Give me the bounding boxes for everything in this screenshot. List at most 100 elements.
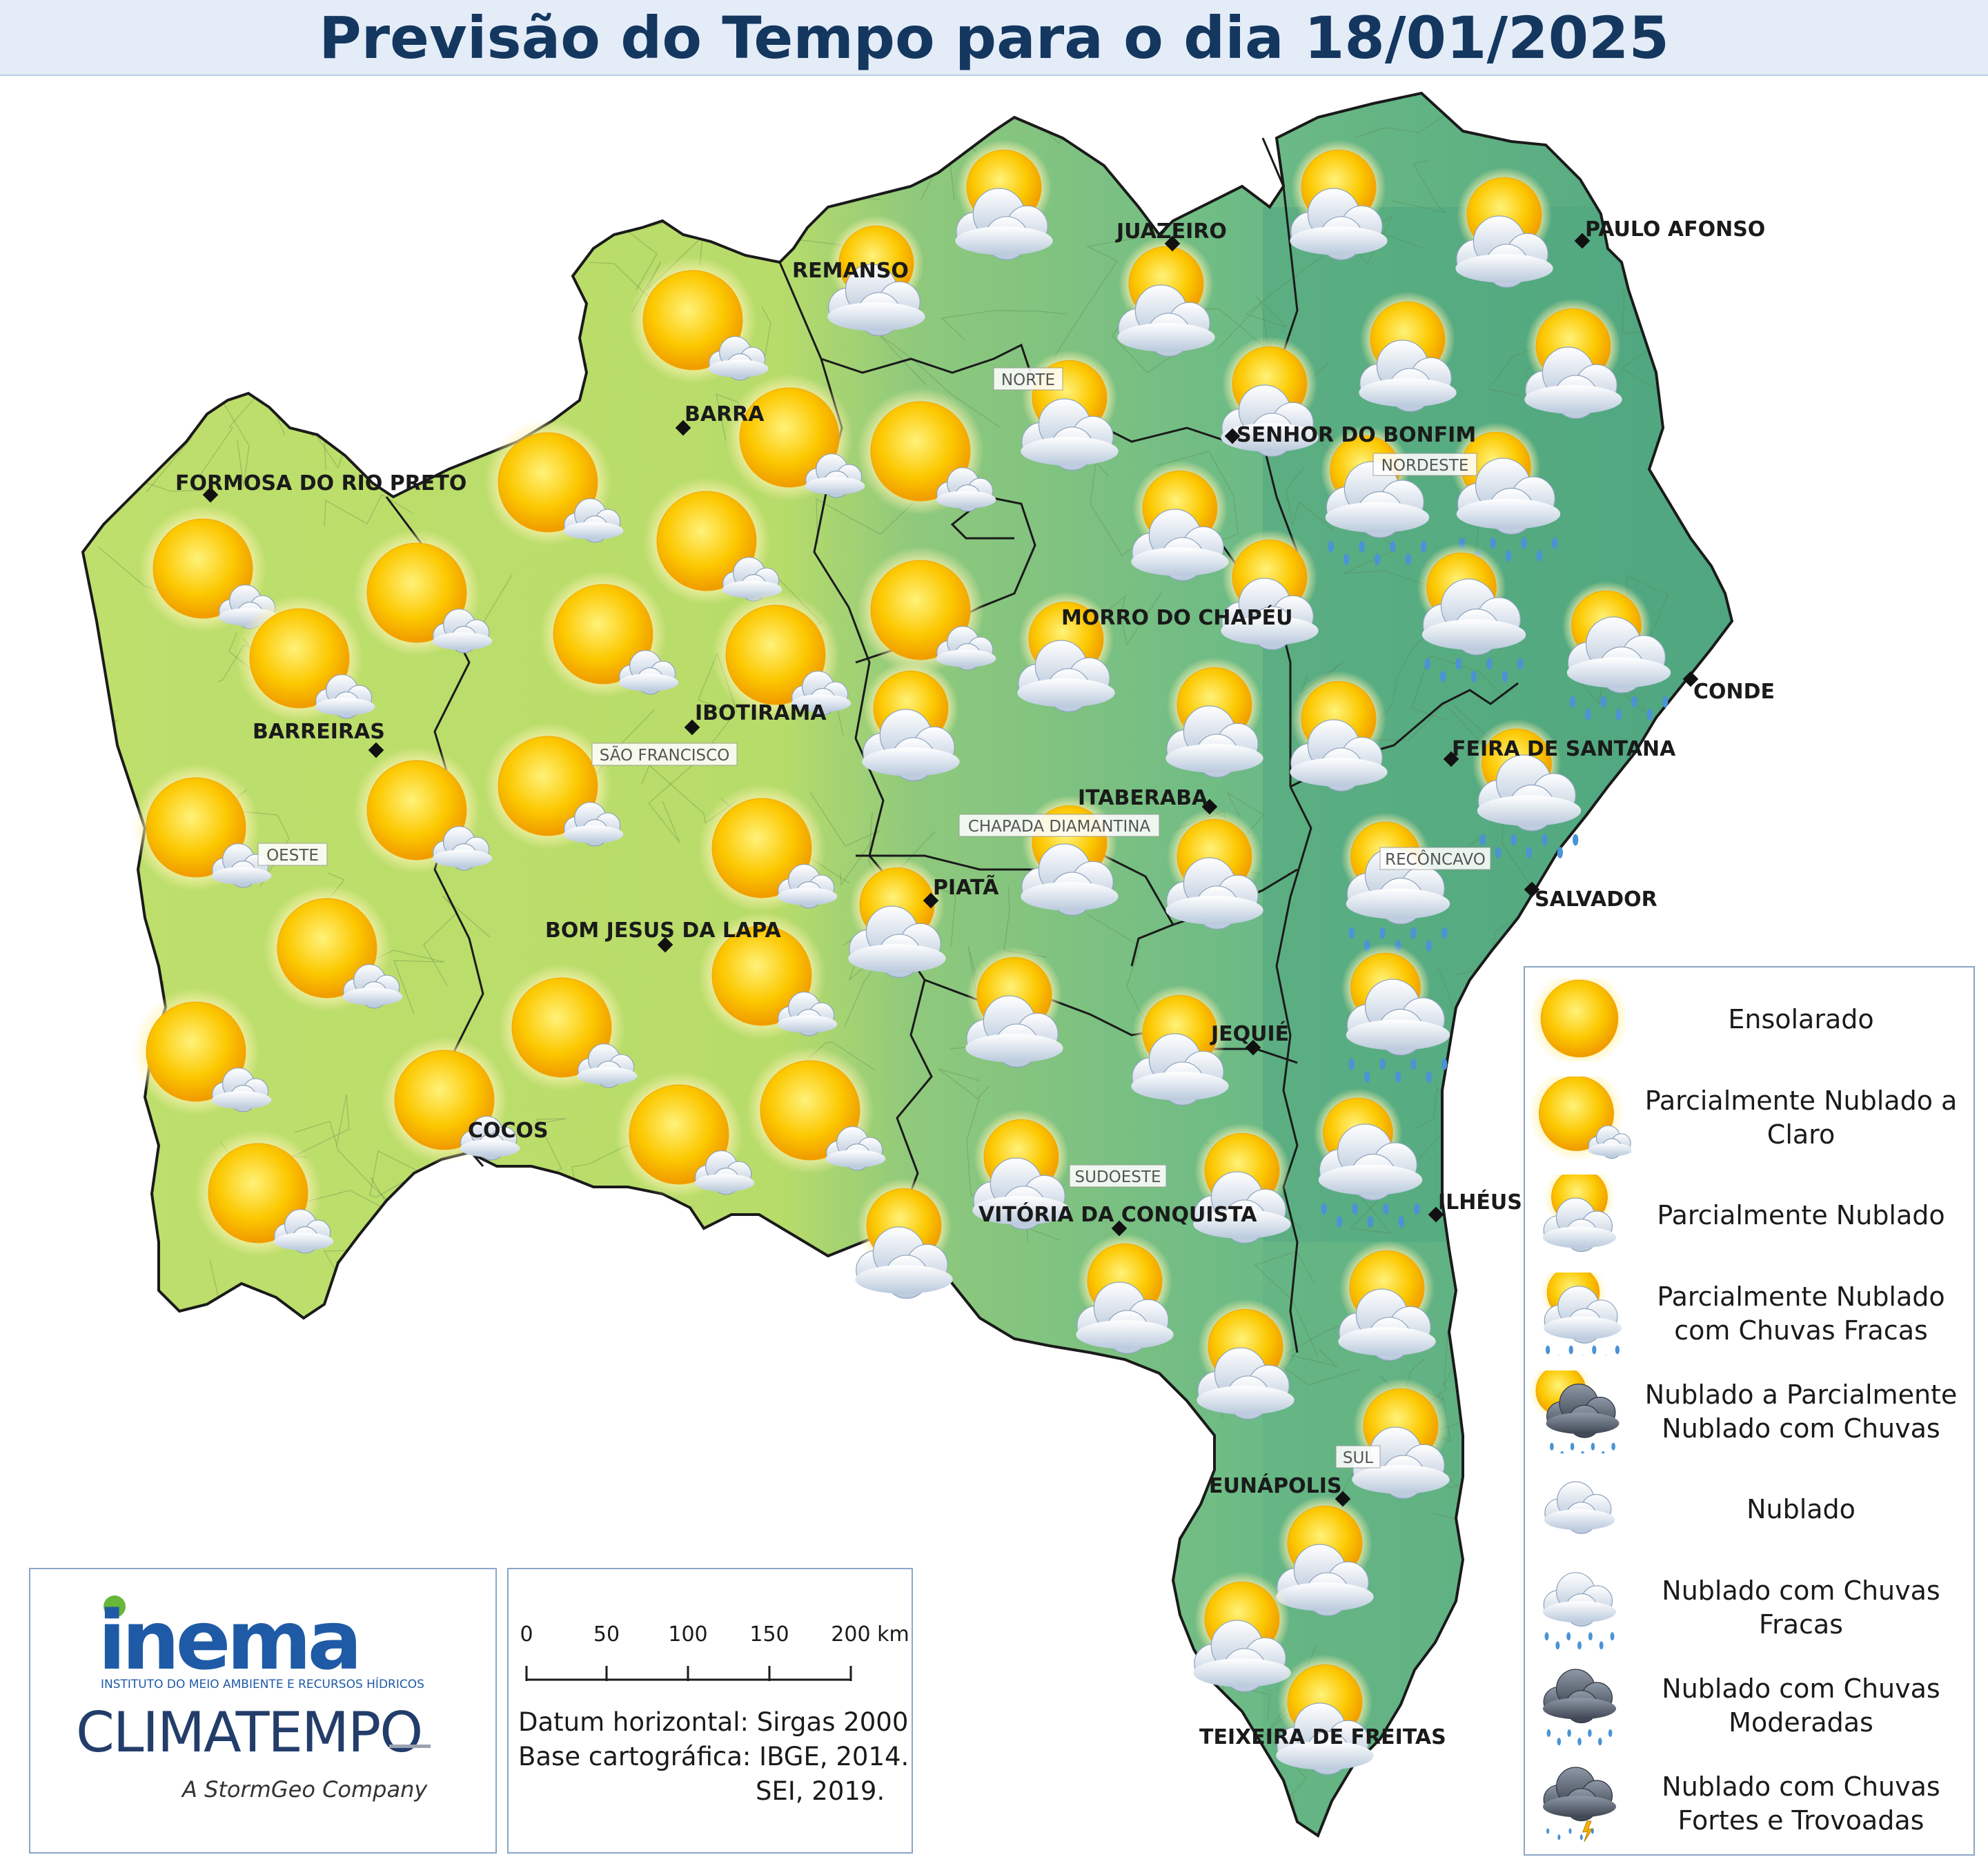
legend-label: Nublado a Parcialmente Nublado com Chuva… — [1644, 1379, 1958, 1444]
region-label-sul: SUL — [1335, 1445, 1381, 1469]
svg-text:COCOS: COCOS — [468, 1119, 549, 1143]
city-piata[interactable]: PIATÃ — [923, 874, 999, 909]
city-ibotirama[interactable]: IBOTIRAMA — [684, 701, 827, 736]
legend-panel: Ensolarado Parcialmente Nublado a Claro … — [1524, 966, 1975, 1856]
diamond-marker-icon — [368, 742, 384, 758]
svg-text:CHAPADA DIAMANTINA: CHAPADA DIAMANTINA — [968, 818, 1151, 836]
legend-item-nublado-a-parcialmente-nublado-chuvas: Nublado a Parcialmente Nublado com Chuva… — [1525, 1364, 1974, 1460]
diamond-marker-icon — [1111, 1220, 1128, 1237]
svg-text:inema: inema — [98, 1593, 358, 1688]
region-label-sao-francisco: SÃO FRANCISCO — [591, 743, 738, 766]
city-barra[interactable]: BARRA — [675, 402, 765, 436]
svg-text:SÃO FRANCISCO: SÃO FRANCISCO — [600, 745, 730, 765]
legend-item-nublado-chuvas-fortes-trovoadas: Nublado com Chuvas Fortes e Trovoadas — [1525, 1756, 1974, 1852]
city-morro-do-chapeu[interactable]: MORRO DO CHAPÉU — [1061, 605, 1293, 630]
map-weather-icon — [132, 763, 272, 892]
svg-text:TEIXEIRA DE FREITAS: TEIXEIRA DE FREITAS — [1199, 1725, 1446, 1749]
legend-item-nublado-chuvas-fracas: Nublado com Chuvas Fracas — [1525, 1560, 1974, 1656]
city-jequie[interactable]: JEQUIÉ — [1210, 1021, 1289, 1056]
map-weather-icon — [1197, 1299, 1295, 1420]
map-weather-icon — [1117, 236, 1215, 357]
legend-item-ensolarado: Ensolarado — [1525, 972, 1974, 1068]
scale-panel: 0 50 100 150 200 km Datum horizontal: Si… — [507, 1568, 913, 1854]
city-feira-de-santana[interactable]: FEIRA DE SANTANA — [1443, 737, 1676, 767]
map-weather-icon — [1165, 809, 1263, 930]
svg-text:SENHOR DO BONFIM: SENHOR DO BONFIM — [1237, 423, 1476, 447]
map-weather-icon — [1455, 167, 1553, 288]
city-vitoria-da-conquista[interactable]: VITÓRIA DA CONQUISTA — [978, 1201, 1257, 1237]
svg-text:ITABERABA: ITABERABA — [1078, 786, 1208, 810]
svg-text:FEIRA DE SANTANA: FEIRA DE SANTANA — [1452, 737, 1676, 761]
region-label-norte: NORTE — [993, 367, 1063, 391]
diamond-marker-icon — [657, 936, 673, 953]
map-weather-icon — [498, 963, 638, 1092]
diamond-marker-icon — [1245, 1039, 1261, 1056]
city-paulo-afonso[interactable]: PAULO AFONSO — [1574, 217, 1766, 249]
diamond-marker-icon — [1201, 798, 1218, 815]
svg-text:REMANSO: REMANSO — [792, 259, 909, 283]
climatempo-logo: CLIMATEMPO — [76, 1700, 423, 1765]
diamond-marker-icon — [675, 420, 691, 436]
scale-tick-label: 50 — [593, 1622, 620, 1647]
map-weather-icon — [1276, 1654, 1374, 1776]
city-formosa-do-rio-preto[interactable]: FORMOSA DO RIO PRETO — [175, 471, 466, 503]
diamond-marker-icon — [923, 892, 939, 909]
map-weather-icon — [698, 912, 838, 1040]
city-senhor-do-bonfim[interactable]: SENHOR DO BONFIM — [1224, 423, 1477, 447]
city-salvador[interactable]: SALVADOR — [1524, 881, 1657, 912]
inema-logo: inema INSTITUTO DO MEIO AMBIENTE E RECUR… — [98, 1593, 424, 1691]
legend-item-nublado-chuvas-moderadas: Nublado com Chuvas Moderadas — [1525, 1658, 1974, 1754]
map-weather-icon — [263, 884, 403, 1012]
map-weather-icon — [862, 660, 960, 782]
scale-tick-label: 100 — [668, 1622, 707, 1647]
diamond-marker-icon — [1335, 1491, 1351, 1507]
map-weather-icon — [380, 1036, 520, 1164]
map-weather-icon — [1193, 1571, 1291, 1693]
map-weather-icon — [1290, 671, 1388, 792]
city-eunapolis[interactable]: EUNÁPOLIS — [1209, 1473, 1351, 1507]
diamond-marker-icon — [1164, 235, 1181, 252]
map-weather-icon — [235, 594, 375, 723]
region-labels: NORTE NORDESTE SÃO FRANCISCO OESTE CHAPA… — [257, 367, 1491, 1469]
map-weather-icon — [1341, 943, 1450, 1083]
map-weather-icon — [1131, 985, 1229, 1106]
city-teixeira-de-freitas[interactable]: TEIXEIRA DE FREITAS — [1199, 1725, 1446, 1749]
diamond-marker-icon — [1443, 751, 1459, 767]
city-bom-jesus-da-lapa[interactable]: BOM JESUS DA LAPA — [545, 919, 781, 953]
city-itaberaba[interactable]: ITABERABA — [1078, 786, 1218, 815]
map-weather-icon — [725, 373, 865, 502]
title-bar: Previsão do Tempo para o dia 18/01/2025 — [0, 0, 1988, 76]
map-weather-icon — [1276, 1495, 1374, 1617]
legend-label: Nublado com Chuvas Fortes e Trovoadas — [1662, 1771, 1940, 1836]
svg-text:INSTITUTO DO MEIO AMBIENTE E R: INSTITUTO DO MEIO AMBIENTE E RECURSOS HÍ… — [101, 1676, 424, 1691]
sun-small-cloud-icon — [1528, 1077, 1631, 1159]
city-remanso[interactable]: REMANSO — [792, 259, 909, 283]
climatempo-accent-line — [389, 1745, 431, 1748]
map-weather-icon — [1021, 350, 1119, 471]
map-weather-icon — [746, 1046, 886, 1175]
map-weather-icon — [855, 1178, 953, 1299]
map-weather-icon — [1165, 657, 1263, 778]
base-cartografica-note: Base cartográfica: IBGE, 2014. — [518, 1742, 909, 1771]
map-weather-icon — [1472, 719, 1582, 858]
region-label-oeste: OESTE — [257, 843, 328, 866]
city-ilheus[interactable]: ILHÉUS — [1428, 1190, 1522, 1223]
scale-tick-label: 200 km — [831, 1622, 909, 1647]
city-juazeiro[interactable]: JUAZEIRO — [1115, 219, 1227, 252]
city-cocos[interactable]: COCOS — [468, 1119, 549, 1143]
map-weather-icon — [1338, 1240, 1436, 1362]
stormgeo-tagline: A StormGeo Company — [182, 1776, 428, 1803]
cloud-light-rain-icon — [1542, 1572, 1617, 1649]
map-weather-icon — [827, 215, 925, 337]
city-barreiras[interactable]: BARREIRAS — [253, 720, 385, 758]
map-weather-icon — [132, 988, 272, 1116]
map-weather-icon — [1221, 336, 1319, 458]
svg-text:MORRO DO CHAPÉU: MORRO DO CHAPÉU — [1061, 605, 1293, 630]
state-map: NORTE NORDESTE SÃO FRANCISCO OESTE CHAPA… — [81, 92, 1775, 1837]
map-weather-icon — [353, 529, 493, 657]
legend-label: Nublado com Chuvas Moderadas — [1662, 1673, 1940, 1738]
svg-text:VITÓRIA DA CONQUISTA: VITÓRIA DA CONQUISTA — [978, 1201, 1257, 1227]
legend-item-parcialmente-nublado-a-claro: Parcialmente Nublado a Claro — [1525, 1070, 1974, 1166]
city-conde[interactable]: CONDE — [1682, 671, 1775, 704]
svg-text:BOM JESUS DA LAPA: BOM JESUS DA LAPA — [545, 919, 781, 943]
